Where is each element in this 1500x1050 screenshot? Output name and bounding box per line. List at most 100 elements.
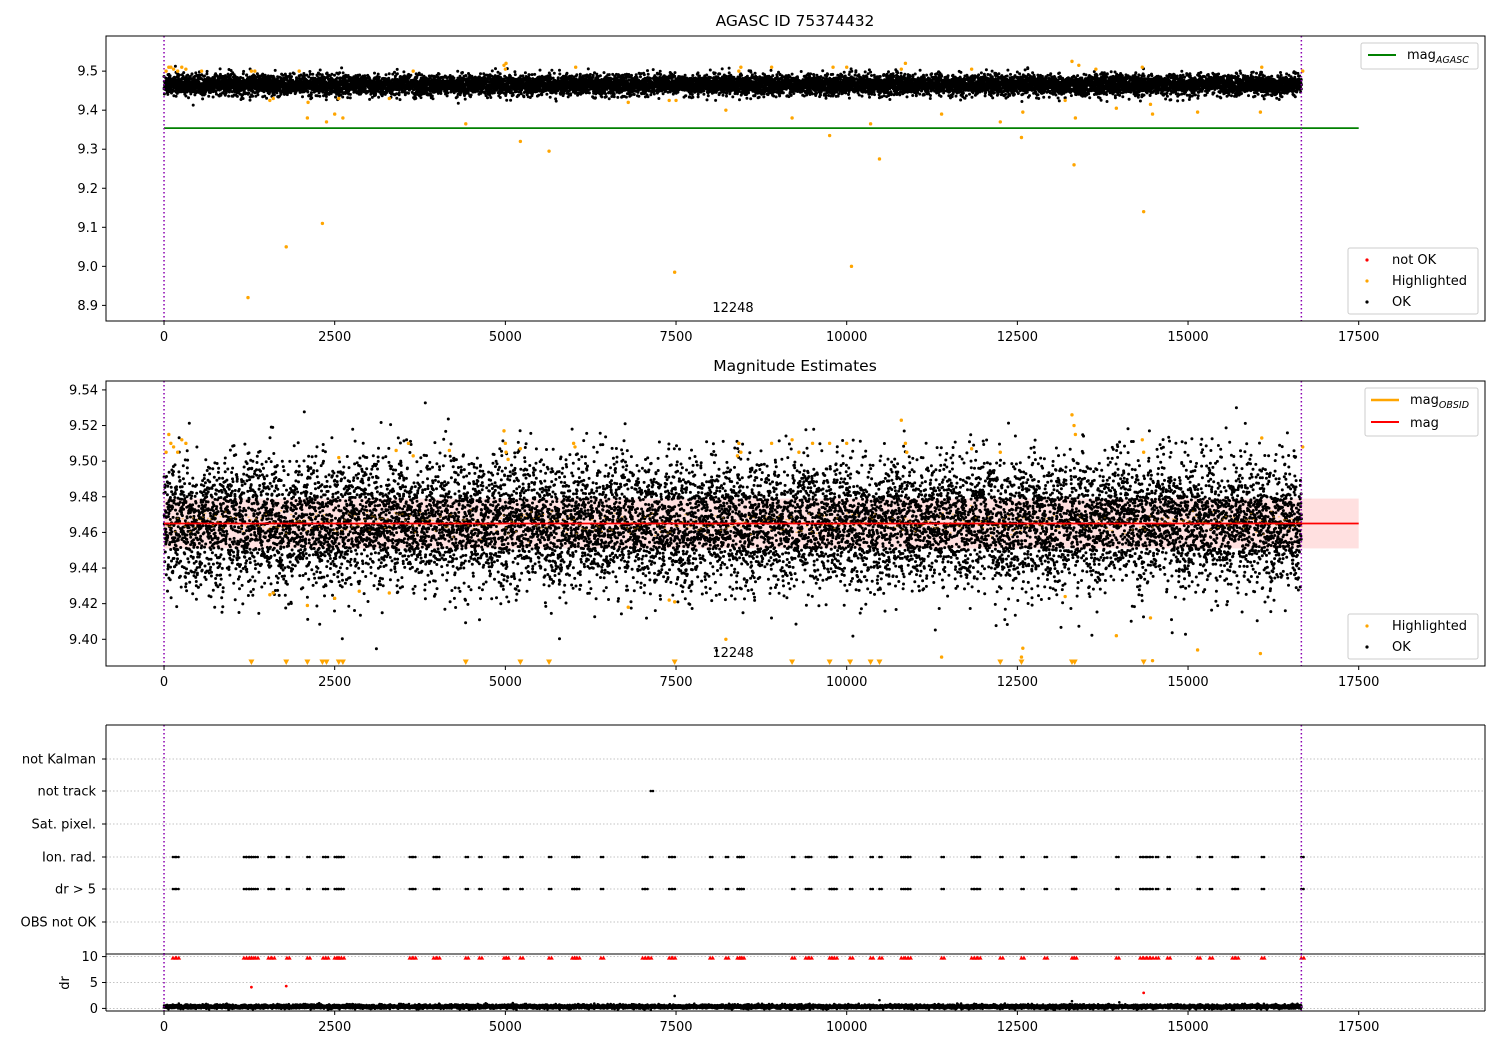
highlighted-point [899, 418, 904, 422]
not-ok-triangle [809, 955, 814, 960]
highlighted-point [268, 593, 272, 597]
highlighted-point [324, 120, 329, 124]
flag-point [324, 887, 328, 891]
x-tick-label: 2500 [318, 675, 351, 690]
ok-point [1070, 999, 1074, 1003]
panel-flags-axes: not Kalman not track Sat. pixel. Ion. rad. d… [21, 753, 106, 931]
highlighted-point [868, 122, 873, 126]
panel-agasc-frame [105, 35, 1486, 322]
panel-dr-plot [106, 954, 1485, 1011]
not-ok-triangle [672, 955, 678, 960]
legend-highlighted-marker [1365, 279, 1369, 283]
not-ok-triangle [1000, 955, 1006, 960]
flag-point [1154, 887, 1158, 891]
highlighted-point [297, 69, 301, 73]
panel-magnitude-frame [105, 380, 1486, 667]
highlighted-point [827, 133, 832, 138]
y-tick-label: 5 [90, 976, 98, 991]
flag-point [830, 855, 833, 859]
legend-not-ok-label: not OK [1392, 253, 1437, 268]
highlighted-point [547, 149, 551, 153]
flag-point [973, 887, 976, 891]
highlighted-point [271, 591, 275, 595]
flag-point [408, 887, 412, 891]
highlighted-point [1195, 110, 1200, 114]
highlighted-point [845, 441, 849, 446]
flag-point [742, 887, 746, 891]
flag-point [644, 855, 647, 859]
flag-point [252, 887, 255, 891]
panel-magnitude-title: Magnitude Estimates [713, 357, 877, 375]
highlighted-point [320, 221, 325, 226]
highlighted-point [810, 441, 815, 446]
not-ok-triangle [601, 955, 606, 960]
below-range-marker [462, 659, 469, 665]
svg-text:magAGASC: magAGASC [1407, 48, 1469, 66]
flag-point [1151, 887, 1154, 891]
flag-row-label: dr > 5 [55, 883, 96, 898]
highlighted-point [184, 67, 188, 71]
legend-mag-agasc-label: mag [1407, 48, 1436, 63]
x-tick-label: 12500 [997, 1020, 1038, 1035]
flag-point [878, 855, 881, 859]
flag-point [1145, 855, 1149, 859]
highlighted-point [667, 98, 671, 103]
highlighted-point [306, 100, 310, 105]
flag-point [573, 887, 576, 891]
panel-flags-plot [106, 725, 1485, 954]
highlighted-point [406, 441, 411, 446]
highlighted-point [503, 67, 508, 71]
x-tick-label: 17500 [1338, 1020, 1379, 1035]
flag-point [848, 855, 852, 859]
highlighted-point [164, 69, 168, 73]
highlighted-point [387, 591, 392, 595]
flag-point [1208, 855, 1212, 859]
panel-dr-ylabel: dr [58, 976, 73, 990]
flag-point [790, 887, 794, 891]
highlighted-point [827, 441, 832, 446]
flag-point [1262, 855, 1266, 859]
y-tick-label: 0 [90, 1002, 98, 1017]
not-ok-triangle [413, 955, 419, 960]
highlighted-point [1019, 655, 1024, 659]
highlighted-point [305, 116, 310, 120]
flag-point [270, 855, 274, 859]
x-tick-label: 2500 [318, 330, 351, 345]
flag-point [671, 887, 674, 891]
below-range-marker [867, 659, 874, 665]
highlighted-point [573, 65, 578, 69]
panel-agasc-title: AGASC ID 75374432 [716, 12, 875, 30]
highlighted-point [503, 441, 508, 446]
flag-point [245, 887, 248, 891]
highlighted-point [411, 454, 415, 458]
not-ok-triangle [977, 955, 983, 960]
highlighted-point [903, 61, 908, 66]
below-range-marker [826, 659, 833, 665]
flag-point [321, 855, 325, 859]
highlighted-point [175, 450, 180, 454]
below-range-marker [319, 659, 326, 665]
flag-point [641, 887, 644, 891]
flag-point [736, 855, 739, 859]
highlighted-point [877, 157, 882, 161]
flag-point [435, 887, 439, 891]
panel-agasc-plot [162, 36, 1359, 321]
flag-point [599, 855, 603, 859]
flag-point [833, 855, 836, 859]
below-range-marker [546, 659, 553, 665]
panel-agasc-axes: 0 2500 5000 7500 10000 12500 15000 17500 8.9 9.0 9… [77, 65, 1379, 345]
highlighted-point [199, 69, 204, 73]
flag-point [1070, 855, 1074, 859]
flag-point [308, 855, 311, 859]
highlighted-point [626, 100, 630, 105]
flag-point [256, 887, 260, 891]
flag-point [828, 887, 831, 891]
not-ok-triangle [1236, 955, 1241, 960]
highlighted-point [939, 112, 944, 116]
flag-point [549, 855, 553, 859]
highlighted-point [769, 65, 774, 69]
x-tick-label: 5000 [489, 330, 522, 345]
flag-point [726, 855, 730, 859]
flag-point [792, 887, 796, 891]
highlighted-point [998, 450, 1003, 454]
